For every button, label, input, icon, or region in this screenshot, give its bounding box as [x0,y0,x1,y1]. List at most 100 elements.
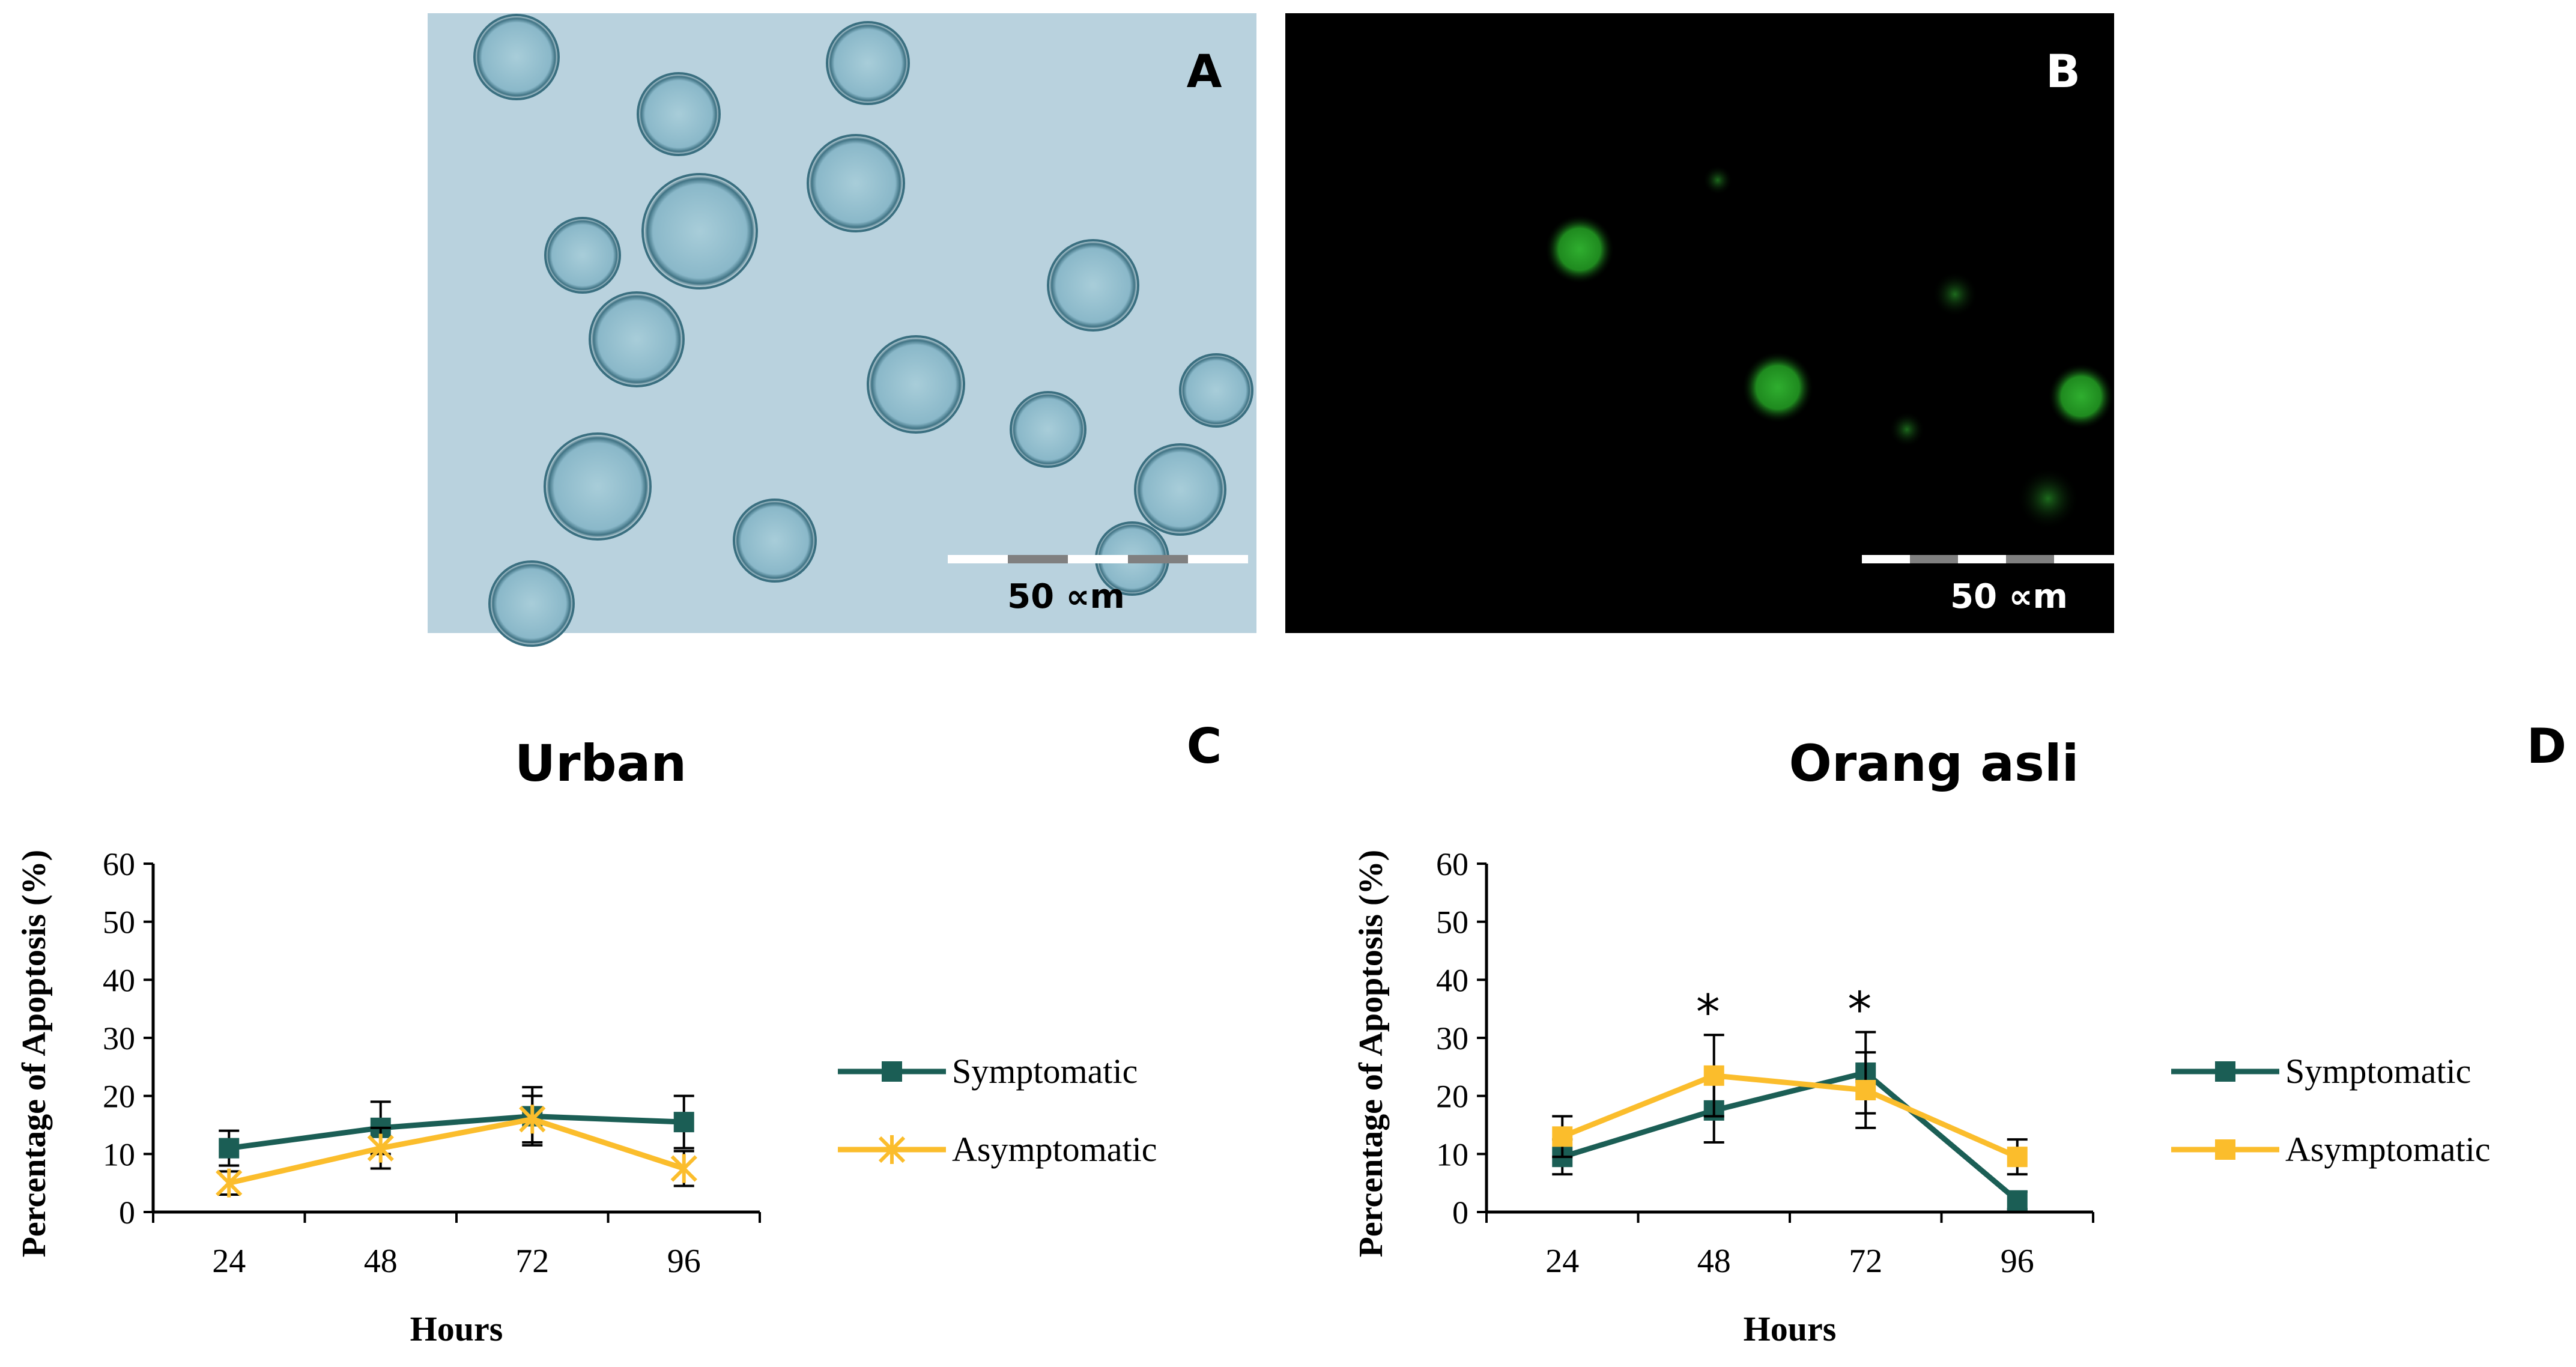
y-ticks: 0 10 20 30 40 50 60 [1436,846,1487,1231]
legend-item: Asymptomatic [2171,1130,2491,1169]
data-point [1703,1065,1724,1086]
legend-item: Symptomatic [838,1052,1138,1091]
chart-urban: Urban C Percentage of Apoptosis (%) Hour… [16,718,1222,1348]
x-ticks: 24 48 72 96 [1485,1212,2094,1280]
panel-b-micrograph: 50 ∝m B [1285,13,2114,633]
series-layer [216,1086,697,1198]
cell [544,217,621,294]
cell [473,14,560,100]
y-tick-label: 20 [103,1079,135,1115]
cell [1545,214,1614,284]
legend-marker [2215,1139,2235,1160]
data-point [1855,1080,1876,1100]
y-tick-label: 0 [1452,1195,1468,1231]
x-tick-label: 24 [212,1243,246,1280]
cell [2048,363,2114,429]
data-point [2007,1190,2028,1211]
x-axis-label: Hours [410,1309,503,1348]
cell [1010,391,1086,468]
legend-marker [882,1061,902,1082]
panel-b-scale-bar [1862,555,2114,563]
legend: Symptomatic Asymptomatic [2171,1052,2491,1169]
cell [589,291,685,387]
chart-orang-asli: Orang asli D Percentage of Apoptosis (%)… [1353,718,2566,1348]
x-tick-label: 48 [364,1243,398,1280]
x-axis-label: Hours [1744,1309,1837,1348]
data-point [219,1138,240,1159]
data-point [673,1112,694,1133]
series-layer [1552,1031,2028,1211]
y-tick-label: 10 [1436,1136,1468,1172]
x-tick-label: 72 [1849,1243,1882,1280]
y-tick-label: 40 [103,962,135,998]
legend-label: Asymptomatic [2285,1130,2491,1169]
cell [807,134,905,232]
x-ticks: 24 48 72 96 [152,1212,761,1280]
legend-label: Symptomatic [952,1052,1138,1091]
legend-item: Symptomatic [2171,1052,2471,1091]
cell [1889,411,1925,447]
x-tick-label: 72 [515,1243,549,1280]
data-point [2007,1147,2028,1168]
y-tick-label: 50 [103,905,135,941]
y-tick-label: 40 [1436,962,1468,998]
cell [544,432,652,541]
cell [1742,351,1814,423]
data-point [1552,1126,1573,1147]
x-tick-label: 96 [2001,1243,2034,1280]
panel-b-scale-label: 50 ∝m [1950,577,2068,616]
chart-title: Orang asli [1789,734,2079,793]
panel-a-cells [473,14,1253,647]
cell [2017,467,2079,530]
cell [733,499,817,583]
cell [1179,353,1253,428]
legend-marker [2215,1061,2235,1082]
chart-title: Urban [515,734,686,793]
y-tick-label: 0 [119,1195,135,1231]
y-tick-label: 30 [1436,1020,1468,1056]
cell [1703,165,1733,195]
cell [867,335,965,434]
x-tick-label: 96 [667,1243,701,1280]
cell [1134,443,1226,536]
panel-b-letter: B [2046,44,2080,98]
panel-letter-c: C [1187,718,1222,774]
panel-a-scale-label: 50 ∝m [1007,577,1125,616]
series-line [228,1113,684,1151]
series-line [1561,1073,2019,1160]
x-tick-label: 24 [1545,1243,1579,1280]
annotations: * * [1696,981,1872,1040]
cell [488,560,575,647]
legend-label: Asymptomatic [952,1130,1157,1169]
y-tick-label: 10 [103,1136,135,1172]
panel-a-letter: A [1187,44,1222,98]
y-tick-label: 30 [103,1020,135,1056]
y-tick-label: 50 [1436,905,1468,941]
cell [641,173,758,289]
series-line [1561,1070,2019,1203]
panel-letter-d: D [2527,718,2566,774]
data-point [216,1168,243,1198]
y-ticks: 0 10 20 30 40 50 60 [103,846,153,1231]
x-tick-label: 48 [1697,1243,1731,1280]
legend-label: Symptomatic [2285,1052,2471,1091]
legend-item: Asymptomatic [838,1130,1157,1169]
legend-marker [878,1135,906,1164]
cell [1047,239,1139,332]
significance-marker: * [1847,981,1871,1037]
y-axis-label: Percentage of Apoptosis (%) [16,850,53,1258]
cell [826,21,910,105]
legend: Symptomatic Asymptomatic [838,1052,1157,1169]
data-point [670,1154,697,1183]
panel-a-micrograph: 50 ∝m A [428,13,1256,647]
cell [1932,271,1978,317]
data-point [367,1133,394,1163]
y-tick-label: 20 [1436,1079,1468,1115]
panel-a-scale-bar [948,555,1248,563]
data-point [519,1105,546,1134]
series-line [228,1116,685,1186]
y-tick-label: 60 [1436,846,1468,882]
y-tick-label: 60 [103,846,135,882]
significance-marker: * [1696,984,1720,1040]
cell [637,72,721,156]
